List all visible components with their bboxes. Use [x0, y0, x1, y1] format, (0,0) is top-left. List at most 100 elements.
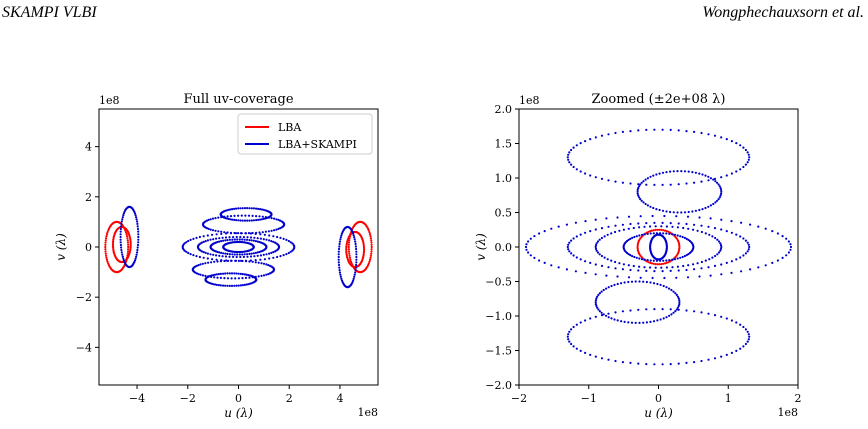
uv-point	[742, 345, 745, 348]
uv-point	[678, 244, 681, 247]
uv-point	[244, 260, 248, 263]
uv-point	[355, 261, 358, 264]
uv-point	[136, 248, 139, 252]
uv-point	[355, 250, 358, 253]
uv-point	[338, 242, 341, 246]
uv-point	[730, 140, 734, 143]
uv-point	[226, 215, 229, 218]
uv-point	[712, 178, 715, 181]
uv-point	[207, 227, 210, 230]
uv-point	[185, 250, 188, 253]
uv-point	[339, 273, 342, 276]
uv-point	[257, 275, 260, 278]
uv-point	[720, 190, 723, 193]
uv-point	[352, 234, 355, 237]
uv-point	[347, 248, 350, 251]
uv-point	[618, 229, 621, 232]
uv-point	[627, 280, 630, 284]
uv-point	[228, 236, 231, 239]
uv-point	[646, 204, 650, 207]
legend-label: LBA+SKAMPI	[278, 138, 357, 151]
uv-point	[668, 232, 671, 235]
uv-point	[273, 229, 276, 232]
uv-point	[236, 238, 239, 241]
uv-point	[277, 246, 280, 249]
uv-point	[224, 255, 228, 258]
uv-point	[221, 255, 224, 258]
uv-point	[137, 235, 140, 239]
uv-point	[607, 133, 610, 136]
uv-point	[708, 233, 711, 236]
uv-point	[725, 261, 728, 264]
uv-point	[216, 260, 219, 263]
uv-point	[136, 227, 140, 231]
uv-point	[214, 283, 217, 286]
uv-point	[600, 177, 604, 180]
uv-point	[293, 247, 296, 250]
uv-point	[683, 236, 686, 239]
uv-point	[250, 252, 253, 255]
uv-point	[268, 234, 271, 237]
uv-point	[249, 236, 253, 239]
uv-point	[665, 259, 668, 262]
uv-point	[243, 219, 247, 222]
x-axis-label: u (λ)	[224, 406, 253, 420]
uv-point	[566, 335, 569, 338]
uv-point	[692, 228, 695, 231]
uv-point	[749, 268, 752, 271]
y-tick-label: 0.0	[495, 241, 513, 254]
uv-point	[579, 258, 582, 261]
uv-point	[265, 253, 268, 256]
uv-point	[687, 264, 690, 267]
uv-point	[607, 286, 610, 289]
uv-point	[691, 210, 694, 213]
uv-point	[636, 192, 639, 195]
uv-point	[136, 220, 139, 223]
uv-point	[254, 259, 257, 262]
uv-point	[244, 232, 247, 235]
uv-point	[645, 269, 648, 272]
uv-point	[707, 133, 710, 136]
uv-point	[719, 247, 723, 250]
uv-point	[629, 237, 632, 240]
uv-point	[656, 319, 659, 322]
uv-point	[785, 254, 788, 257]
uv-point	[605, 274, 608, 277]
uv-point	[229, 218, 232, 221]
uv-point	[259, 237, 262, 240]
uv-point	[282, 237, 285, 240]
uv-point	[665, 230, 668, 233]
uv-point	[276, 235, 279, 239]
uv-point	[717, 198, 720, 201]
uv-point	[658, 172, 661, 175]
uv-point	[210, 261, 213, 264]
uv-point	[701, 173, 704, 176]
uv-point	[709, 204, 713, 207]
uv-point	[567, 248, 570, 251]
uv-point	[119, 233, 122, 236]
uv-point	[661, 183, 664, 186]
uv-point	[646, 259, 649, 262]
uv-point	[620, 320, 623, 323]
uv-point	[614, 311, 617, 314]
uv-point	[696, 229, 699, 232]
uv-point	[637, 269, 640, 272]
uv-point	[187, 239, 190, 243]
y-offset-label: 1e8	[519, 94, 540, 107]
uv-point	[620, 282, 623, 285]
uv-point	[707, 205, 710, 208]
uv-point	[270, 213, 273, 216]
uv-point	[241, 284, 244, 287]
uv-point	[347, 241, 351, 244]
uv-point	[716, 181, 719, 184]
uv-point	[598, 253, 601, 256]
uv-point	[134, 257, 137, 260]
uv-point	[662, 229, 665, 232]
uv-point	[192, 237, 195, 240]
uv-point	[598, 292, 602, 295]
uv-point	[104, 243, 107, 246]
uv-point	[713, 357, 717, 360]
uv-point	[136, 251, 139, 254]
uv-point	[658, 263, 661, 266]
uv-point	[267, 264, 270, 267]
